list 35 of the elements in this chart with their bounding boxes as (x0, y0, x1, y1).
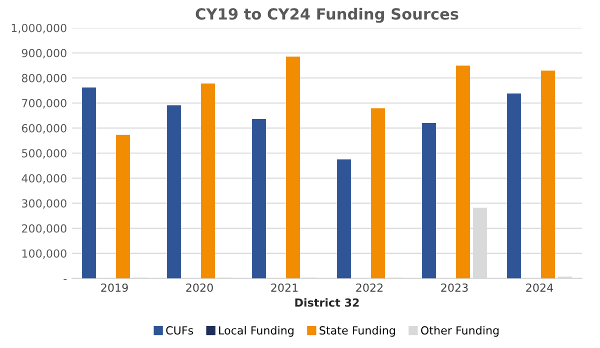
legend-label: Local Funding (219, 326, 294, 337)
chart-title: CY19 to CY24 Funding Sources (196, 8, 458, 23)
x-tick-label: 2022 (356, 283, 383, 292)
legend-label: CUFs (166, 326, 194, 335)
y-tick-label: 500,000 (22, 149, 66, 159)
x-tick-label: 2024 (526, 283, 554, 292)
y-tick-label: 900,000 (22, 48, 66, 58)
bar (422, 123, 436, 278)
x-axis-title: District 32 (295, 298, 359, 307)
y-tick-label: 700,000 (22, 98, 66, 109)
bar (82, 87, 96, 278)
y-tick-label: 100,000 (22, 249, 66, 259)
y-tick-label: - (64, 279, 67, 280)
bar (116, 134, 130, 278)
y-tick-label: 600,000 (22, 124, 66, 134)
bar (201, 83, 215, 278)
legend-label: Other Funding (421, 326, 499, 337)
bar (371, 108, 385, 278)
bar (337, 159, 351, 278)
x-tick-label: 2021 (271, 283, 298, 292)
x-tick-label: 2023 (441, 283, 468, 292)
bar (507, 93, 521, 278)
y-tick-label: 300,000 (22, 199, 66, 209)
x-tick-label: 2019 (101, 283, 128, 292)
bar (456, 66, 470, 278)
y-tick-label: 200,000 (22, 224, 66, 234)
y-tick-label: 400,000 (22, 174, 66, 184)
x-tick-label: 2020 (186, 283, 213, 292)
y-tick-label: 1,000,000 (12, 24, 66, 34)
y-tick-label: 800,000 (22, 74, 66, 84)
bar (252, 119, 266, 278)
bar (286, 56, 300, 278)
bar (541, 70, 555, 278)
bar (167, 105, 181, 278)
legend-label: State Funding (320, 326, 395, 337)
